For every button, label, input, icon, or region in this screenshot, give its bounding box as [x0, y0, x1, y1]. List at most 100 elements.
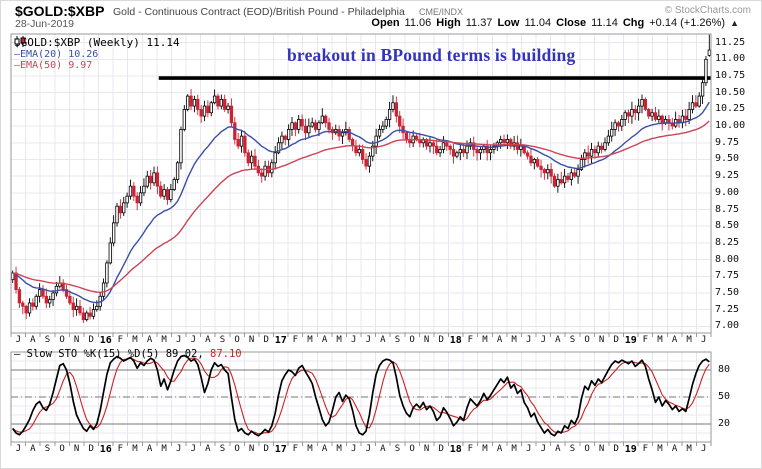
month-label: J: [540, 335, 546, 345]
month-label: M: [161, 335, 167, 345]
month-label: O: [409, 444, 415, 454]
main-legend-symbol-text: $GOLD:$XBP (Weekly) 11.14: [14, 36, 180, 49]
price-axis-label: 11.00: [715, 53, 746, 65]
month-label: A: [555, 335, 561, 345]
stoch-axis-label: 80: [718, 364, 731, 375]
month-label: J: [365, 335, 371, 345]
month-label: J: [175, 444, 182, 454]
month-label: S: [44, 335, 51, 345]
month-label: A: [380, 444, 386, 454]
price-axis-label: 8.75: [715, 203, 740, 215]
month-label: D: [438, 444, 444, 454]
month-label: O: [59, 335, 65, 345]
month-label: M: [307, 444, 313, 454]
open-label: Open: [371, 17, 400, 29]
stoch-axis-label: 50: [718, 391, 731, 402]
ema20-legend: —EMA(20) 10.26: [14, 49, 98, 60]
month-label: 16: [99, 335, 112, 346]
candlestick-icon: [14, 36, 26, 47]
high-value: 11.37: [465, 17, 493, 29]
month-label: A: [321, 444, 328, 454]
low-label: Low: [497, 17, 520, 29]
month-label: J: [525, 444, 532, 454]
month-label: A: [205, 335, 211, 345]
close-value: 11.14: [591, 17, 618, 29]
month-label: M: [511, 444, 517, 454]
price-axis-label: 9.25: [715, 170, 740, 182]
month-label: F: [467, 444, 474, 454]
month-label: A: [555, 444, 561, 454]
month-label: 18: [449, 444, 462, 455]
month-label: A: [146, 444, 153, 454]
price-axis-label: 9.75: [715, 136, 740, 148]
price-axis-label: 9.50: [715, 153, 740, 165]
month-label: O: [234, 444, 240, 454]
chg-value: +0.14 (+1.26%): [649, 17, 726, 29]
month-label: F: [292, 444, 299, 454]
month-label: S: [394, 444, 401, 454]
month-label: A: [671, 335, 678, 345]
stockcharts-credit-link[interactable]: © StockCharts.com: [664, 5, 751, 16]
ema50-swatch: —: [14, 60, 21, 71]
month-label: M: [511, 335, 517, 345]
month-label: 17: [274, 444, 287, 455]
price-axis-label: 7.00: [715, 320, 740, 332]
price-axis-label: 9.00: [715, 186, 740, 198]
month-label: N: [598, 335, 605, 345]
month-label: S: [44, 444, 51, 454]
month-label: D: [438, 335, 444, 345]
price-axis-label: 10.00: [715, 120, 746, 132]
month-label: J: [540, 444, 546, 454]
month-label: A: [496, 444, 503, 454]
instrument-description: Gold - Continuous Contract (EOD)/British…: [113, 6, 405, 18]
month-label: O: [409, 335, 415, 345]
main-legend-symbol-row: $GOLD:$XBP (Weekly) 11.14: [14, 36, 180, 49]
month-label: S: [569, 444, 576, 454]
month-label: N: [73, 335, 80, 345]
month-label: N: [423, 444, 430, 454]
month-label: 16: [99, 444, 112, 455]
price-axis-label: 10.25: [715, 103, 746, 115]
price-axis-label: 10.50: [715, 86, 746, 98]
month-label: S: [219, 444, 226, 454]
breakout-annotation: breakout in BPound terms is building: [287, 45, 576, 65]
ticker-symbol: $GOLD:$XBP: [15, 3, 105, 19]
month-label: O: [584, 335, 590, 345]
ema20-label: EMA(20) 10.26: [20, 49, 99, 60]
close-label: Close: [556, 17, 587, 29]
month-label: A: [30, 444, 36, 454]
month-label: 19: [624, 335, 637, 346]
stoch-legend-red: 87.10: [210, 348, 242, 360]
month-label: D: [88, 335, 94, 345]
month-label: D: [613, 444, 619, 454]
month-label: M: [307, 335, 313, 345]
ema50-legend: —EMA(50) 9.97: [14, 60, 92, 71]
month-label: A: [146, 335, 153, 345]
month-label: O: [584, 444, 590, 454]
month-label: M: [132, 335, 138, 345]
price-axis-label: 7.25: [715, 303, 740, 315]
month-label: N: [598, 444, 605, 454]
month-label: A: [321, 335, 328, 345]
price-axis-label: 7.50: [715, 286, 740, 298]
month-label: M: [657, 444, 663, 454]
month-label: D: [613, 335, 619, 345]
month-label: M: [482, 335, 488, 345]
month-label: D: [88, 444, 94, 454]
chg-label: Chg: [622, 17, 645, 29]
month-label: A: [30, 335, 36, 345]
stoch-swatch: —: [14, 348, 21, 360]
month-label: D: [263, 335, 269, 345]
month-label: J: [700, 335, 707, 345]
month-label: J: [190, 335, 196, 345]
price-axis-label: 8.50: [715, 220, 740, 232]
price-axis-label: 8.00: [715, 253, 740, 265]
month-label: D: [263, 444, 269, 454]
month-label: N: [73, 444, 80, 454]
month-label: A: [496, 335, 503, 345]
month-label: F: [292, 335, 299, 345]
month-label: O: [234, 335, 240, 345]
month-label: A: [671, 444, 678, 454]
stoch-axis-label: 20: [718, 418, 731, 429]
month-label: J: [700, 444, 707, 454]
